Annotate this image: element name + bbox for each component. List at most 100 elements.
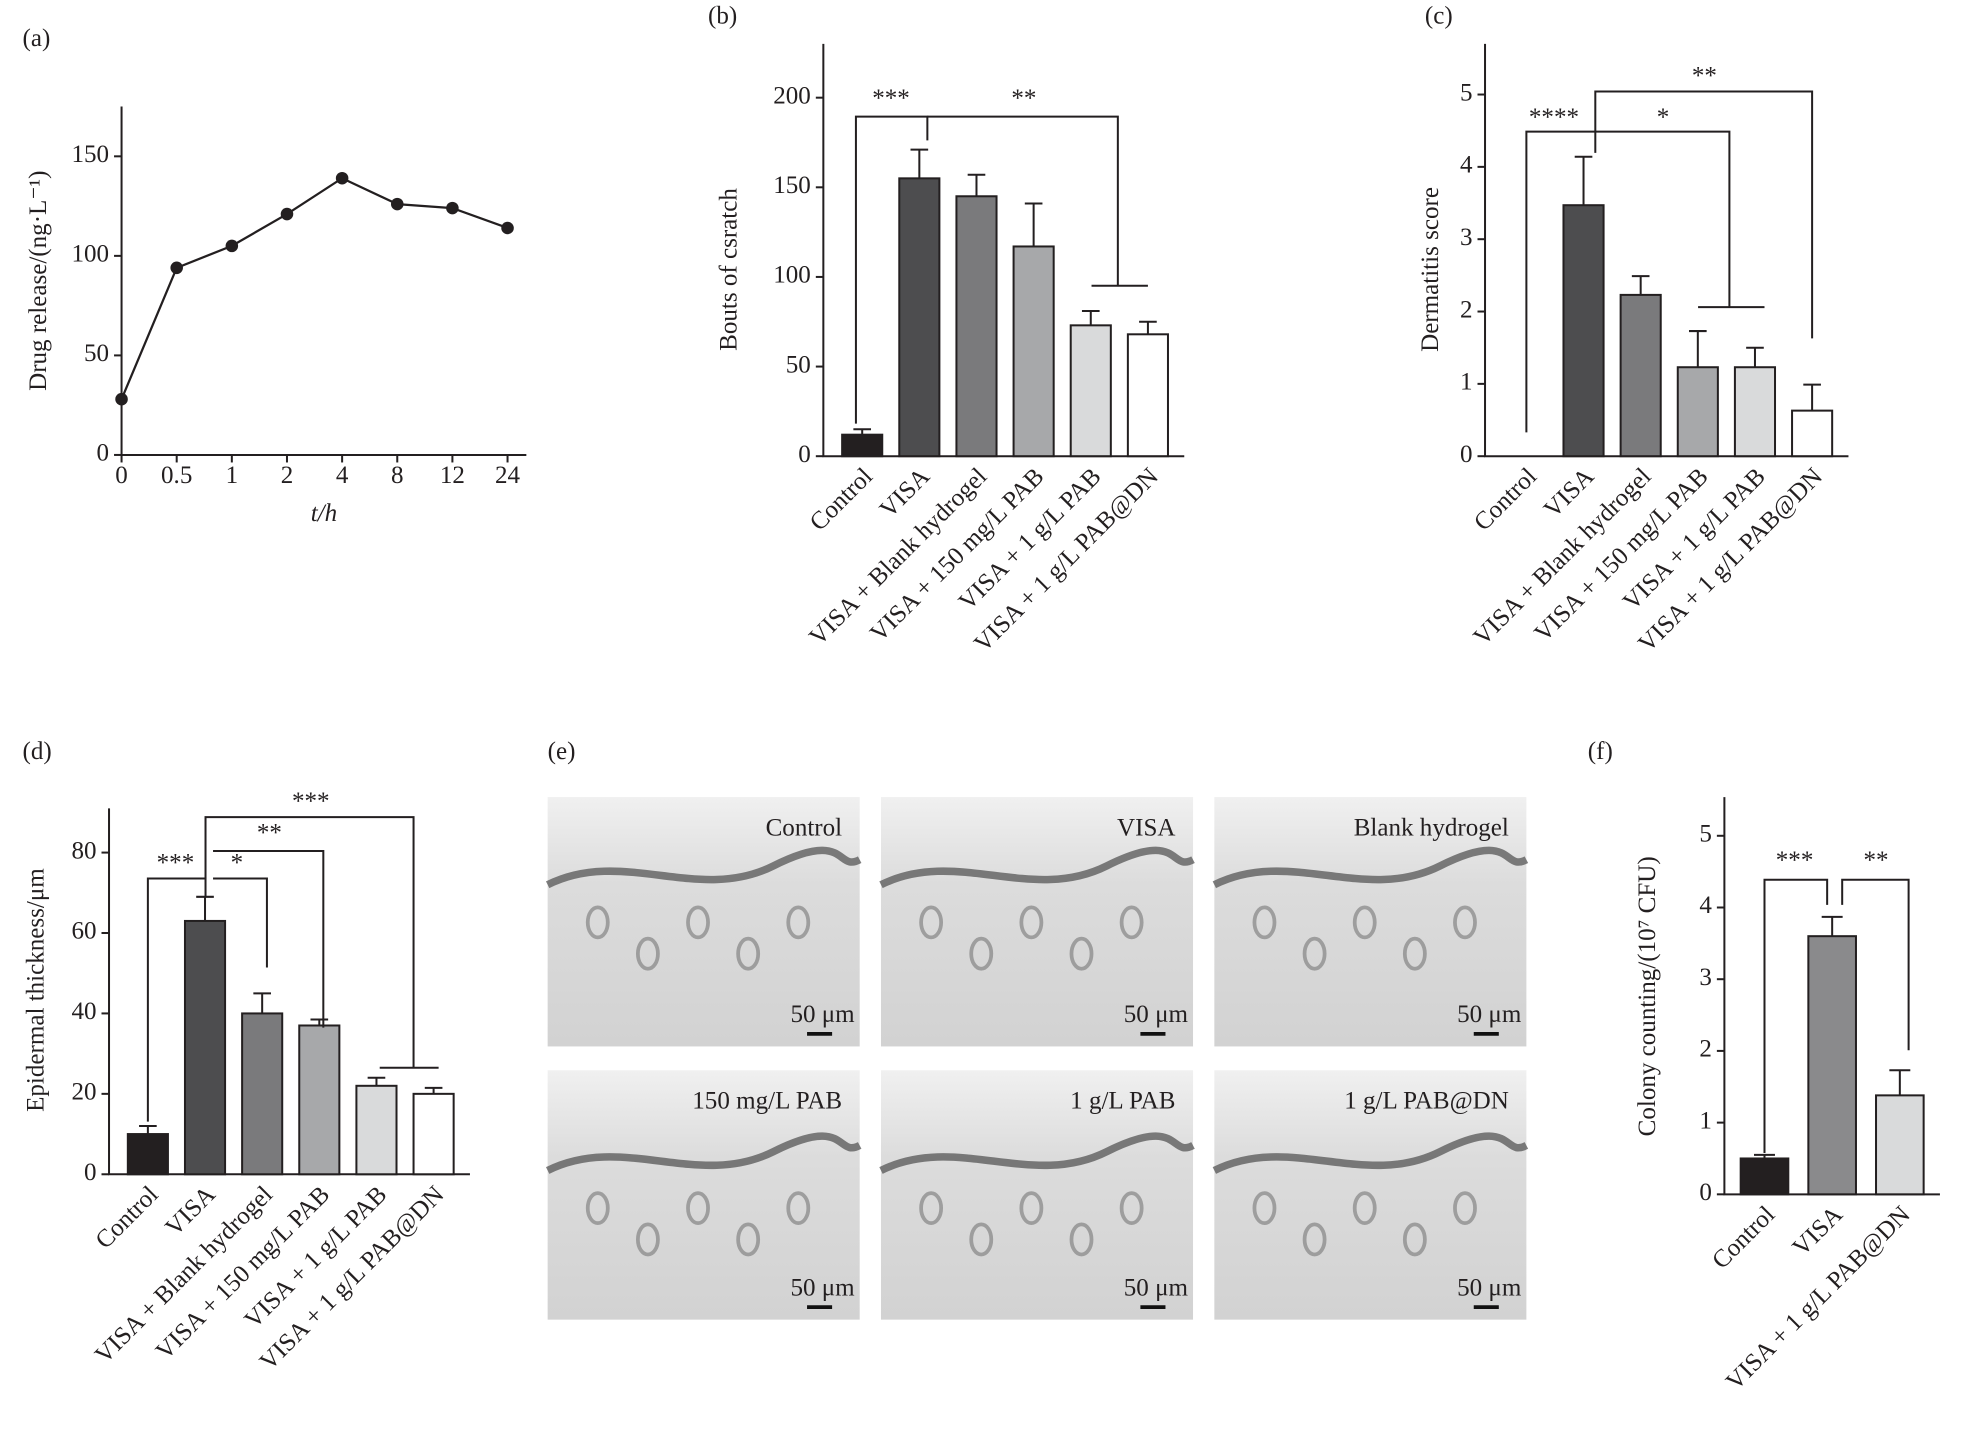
x-tick-label: 1 [226, 462, 239, 489]
significance-bracket [213, 877, 268, 968]
y-tick-label: 50 [84, 340, 109, 367]
scale-bar-label: 50 μm [1457, 1001, 1522, 1028]
y-axis-label: Epidermal thickness/μm [22, 868, 49, 1112]
panel-label: (c) [1425, 2, 1453, 29]
y-tick-label: 0 [1699, 1179, 1712, 1206]
bar [355, 1084, 398, 1176]
panel-label: (f) [1588, 738, 1613, 765]
follicle [919, 1191, 944, 1226]
bar [1791, 409, 1834, 458]
y-tick-label: 3 [1460, 224, 1473, 251]
significance-label: * [231, 849, 244, 876]
follicle [585, 905, 610, 940]
follicle [1119, 905, 1144, 940]
x-tick-label: 8 [391, 462, 404, 489]
y-axis-label: Bouts of csratch [715, 188, 742, 351]
y-tick-label: 40 [71, 998, 96, 1025]
follicle [635, 1222, 660, 1257]
error-bar [1024, 202, 1043, 247]
x-tick-label: 2 [281, 462, 294, 489]
image-label: VISA [1117, 814, 1175, 841]
epidermis [545, 1132, 862, 1174]
significance-label: * [1657, 104, 1670, 131]
follicle [635, 936, 660, 971]
error-bar [1631, 275, 1650, 295]
follicle [1069, 936, 1094, 971]
follicle [1302, 936, 1327, 971]
error-bar [196, 895, 214, 921]
bar [183, 919, 227, 1176]
y-tick-label: 5 [1460, 79, 1473, 106]
bar [1069, 324, 1112, 458]
follicle [919, 905, 944, 940]
follicle [736, 936, 761, 971]
y-tick-label: 5 [1699, 821, 1712, 848]
epidermis [1212, 846, 1529, 889]
follicle [1252, 1191, 1277, 1226]
panel-label: (a) [23, 25, 51, 52]
y-tick-label: 0 [96, 440, 109, 467]
x-tick-label: Control [805, 463, 878, 536]
follicle [1302, 1222, 1327, 1257]
bar [1739, 1157, 1790, 1196]
significance-label: *** [157, 849, 195, 876]
epidermis [545, 846, 862, 889]
follicle [1019, 1191, 1044, 1226]
x-tick-label: 0 [115, 462, 128, 489]
follicle [686, 1191, 710, 1226]
image-label: Control [766, 814, 843, 841]
follicle [1252, 905, 1277, 940]
follicle [1352, 1191, 1377, 1226]
epidermis [1212, 1132, 1529, 1174]
error-bar [367, 1076, 386, 1086]
y-tick-label: 150 [71, 141, 109, 168]
significance-bracket [146, 877, 207, 1122]
bar [298, 1024, 341, 1176]
error-bar [310, 1018, 329, 1026]
follicle [1069, 1222, 1094, 1257]
y-tick-label: 1 [1460, 369, 1473, 396]
y-tick-label: 1 [1699, 1107, 1712, 1134]
data-line [120, 176, 508, 400]
significance-label: ** [1692, 62, 1717, 89]
significance-label: ** [1864, 847, 1889, 874]
y-axis-label: Dermatitis score [1417, 187, 1444, 352]
image-label: 1 g/L PAB@DN [1344, 1088, 1509, 1115]
follicle [1402, 1222, 1427, 1257]
y-tick-label: 0 [1460, 441, 1473, 468]
error-bar [1889, 1069, 1911, 1096]
scale-bar-label: 50 μm [1124, 1274, 1189, 1301]
y-tick-label: 4 [1699, 892, 1712, 919]
bar [1875, 1094, 1925, 1196]
y-tick-label: 4 [1460, 152, 1473, 179]
axis-line [120, 106, 527, 456]
significance-bracket [1763, 878, 1829, 1153]
x-tick-label: Control [90, 1181, 163, 1254]
scale-bar-label: 50 μm [1124, 1001, 1189, 1028]
image-label: Blank hydrogel [1354, 814, 1509, 841]
y-tick-label: 0 [84, 1159, 97, 1186]
significance-bracket [213, 849, 325, 1028]
scale-bar-label: 50 μm [790, 1001, 855, 1028]
follicle [786, 905, 811, 940]
y-tick-label: 150 [773, 172, 811, 199]
follicle [736, 1222, 761, 1257]
significance-bracket [1525, 130, 1597, 433]
error-bar [1081, 309, 1100, 326]
follicle [1119, 1191, 1144, 1226]
significance-label: ** [257, 819, 282, 846]
error-bar [1139, 320, 1157, 335]
epidermis [879, 846, 1195, 889]
bar [1676, 366, 1719, 458]
significance-bracket [204, 816, 439, 1069]
x-tick-label: Control [1707, 1201, 1780, 1274]
follicle [969, 936, 994, 971]
bar [898, 177, 941, 458]
follicle [1453, 1191, 1477, 1226]
bar [1807, 935, 1857, 1196]
x-tick-label: 0.5 [161, 462, 192, 489]
error-bar [1746, 346, 1764, 368]
scale-bar-label: 50 μm [1457, 1274, 1522, 1301]
significance-label: *** [872, 85, 910, 112]
error-bar [1688, 330, 1707, 368]
